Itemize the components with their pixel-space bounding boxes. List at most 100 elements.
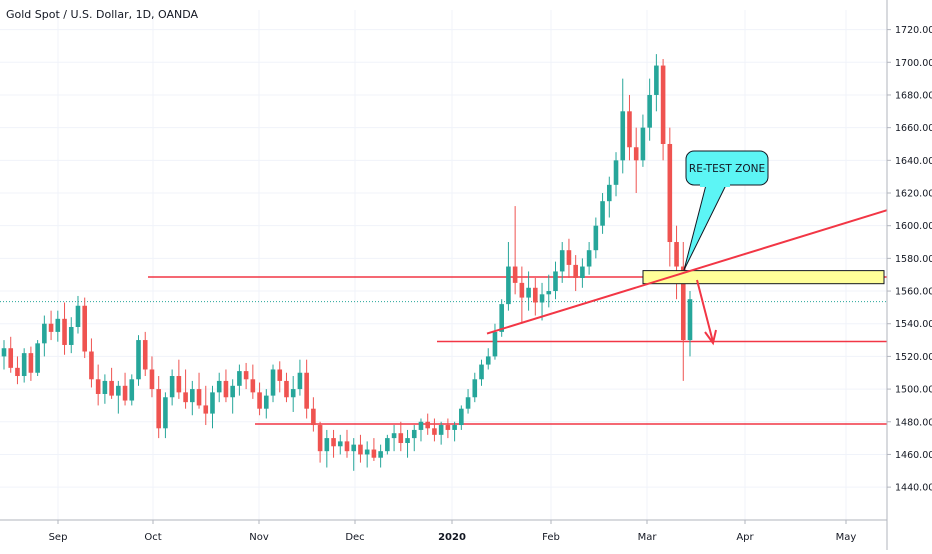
candle-body — [156, 389, 161, 429]
candle-body — [102, 380, 108, 394]
candle-body — [230, 385, 235, 398]
candle-body — [459, 408, 464, 426]
x-tick-label: Mar — [638, 532, 658, 543]
candle-body — [600, 201, 605, 226]
candle — [512, 206, 518, 295]
candle-body — [559, 250, 565, 272]
y-tick-label: 1640.000 — [895, 156, 932, 167]
candle-body — [35, 343, 40, 373]
candle — [593, 217, 599, 259]
time-axis[interactable]: Sep Oct Nov Dec 2020 Feb Mar Apr May — [0, 519, 887, 543]
candle-body — [210, 392, 215, 414]
candle — [385, 434, 390, 455]
candle-body — [620, 111, 626, 161]
price-axis[interactable]: 1440.000 1460.000 1480.000 1500.000 1520.000… — [886, 0, 932, 550]
candle-body — [553, 271, 558, 292]
candle — [452, 421, 457, 442]
x-tick-label: Nov — [249, 532, 269, 543]
candle-body — [506, 266, 511, 305]
candle — [485, 348, 491, 370]
candle — [183, 369, 188, 409]
candle — [142, 331, 148, 377]
candle — [156, 376, 161, 439]
candle — [620, 78, 626, 174]
candle-body — [647, 94, 652, 128]
candle-body — [89, 351, 94, 380]
drawings[interactable]: RE-TEST ZONE — [486, 150, 888, 346]
candle — [109, 367, 114, 399]
arrow-shaft — [696, 279, 714, 343]
candle-body — [472, 379, 478, 398]
candle-body — [331, 438, 336, 447]
candle-body — [344, 441, 350, 452]
candle — [519, 266, 525, 324]
y-tick-label: 1700.000 — [895, 58, 932, 69]
candle-body — [55, 318, 61, 332]
candle — [364, 441, 370, 468]
candle-body — [324, 438, 330, 452]
candle-body — [169, 376, 175, 398]
candle-body — [284, 380, 289, 398]
candle-body — [149, 369, 155, 390]
candle-body — [667, 143, 673, 243]
candle — [297, 359, 303, 396]
candle-body — [28, 353, 34, 373]
candle — [95, 364, 101, 406]
candle — [546, 274, 552, 308]
candle — [122, 372, 128, 406]
price-axis-bg — [887, 0, 932, 550]
candle-body — [492, 331, 498, 357]
x-tick-label: May — [836, 532, 857, 543]
candle — [290, 376, 296, 412]
candle — [89, 338, 94, 388]
y-tick-label: 1620.000 — [895, 189, 932, 200]
candle-body — [371, 449, 377, 458]
candle-body — [62, 318, 67, 345]
candle-body — [546, 291, 552, 295]
candle-body — [438, 425, 444, 435]
candle — [459, 405, 464, 430]
candle — [506, 242, 511, 311]
y-tick-label: 1540.000 — [895, 319, 932, 330]
candle-body — [304, 372, 309, 409]
y-tick-label: 1440.000 — [895, 483, 932, 494]
candle — [311, 397, 316, 432]
candle-body — [519, 282, 525, 298]
candle — [654, 54, 659, 112]
candle-body — [136, 340, 141, 380]
candle — [405, 429, 410, 458]
candle — [559, 242, 565, 283]
y-tick-label: 1560.000 — [895, 287, 932, 298]
candle — [479, 359, 484, 386]
candle — [55, 310, 61, 342]
candle — [566, 238, 572, 278]
candle — [445, 418, 451, 439]
candle — [317, 421, 323, 463]
y-tick-label: 1480.000 — [895, 417, 932, 428]
y-tick-label: 1520.000 — [895, 352, 932, 363]
candle-body — [452, 425, 457, 430]
candle-body — [48, 323, 54, 332]
candle-body — [432, 428, 437, 435]
candle — [35, 340, 40, 377]
candle — [48, 310, 54, 341]
candle — [337, 434, 343, 455]
candle-body — [533, 287, 538, 303]
candle — [243, 362, 249, 390]
candle-body — [196, 389, 202, 406]
candle — [277, 361, 283, 393]
x-tick-label: Dec — [345, 532, 364, 543]
callout-joint — [700, 180, 730, 187]
callout-text: RE-TEST ZONE — [689, 163, 765, 175]
candle — [237, 364, 242, 396]
x-tick-label: Feb — [542, 532, 560, 543]
candle-body — [290, 389, 296, 398]
candle — [136, 335, 141, 386]
candle-body — [385, 438, 390, 452]
candle-body — [573, 264, 578, 278]
candle — [163, 392, 168, 439]
candle — [438, 421, 444, 445]
candle-body — [42, 323, 47, 344]
